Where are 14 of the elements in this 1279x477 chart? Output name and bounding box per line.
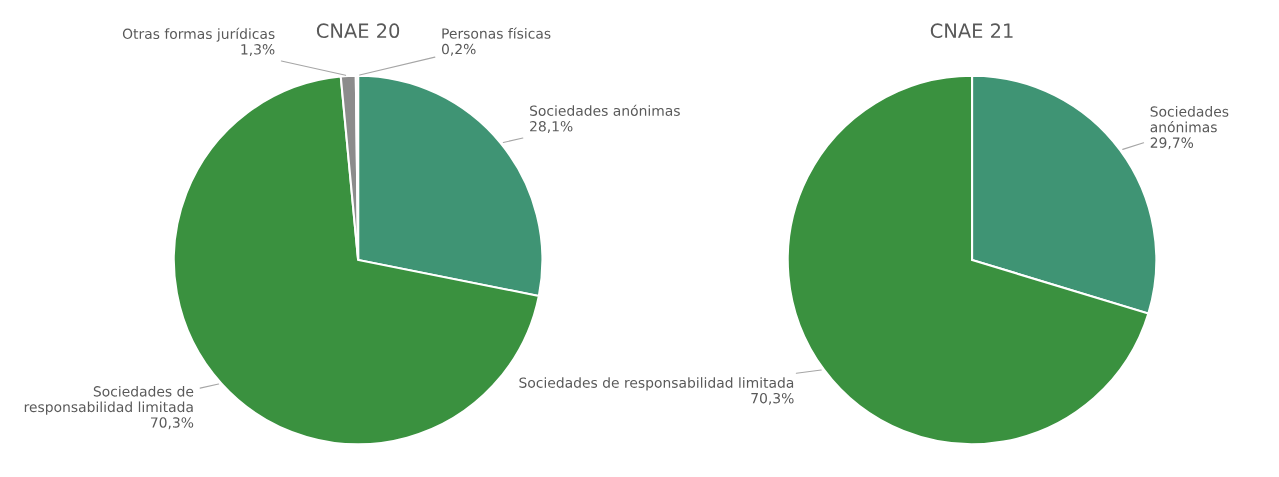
data-label: 29,7% [1150, 137, 1194, 150]
data-label: 0,2% [441, 43, 476, 56]
data-label: 70,3% [751, 392, 794, 405]
data-label: 70,3% [150, 417, 194, 430]
slice-label: Otras formas jurídicas [122, 27, 275, 42]
data-label: 28,1% [530, 120, 573, 133]
chart-title: CNAE 21 [930, 23, 1013, 39]
chart-title: CNAE 20 [316, 23, 400, 39]
data-label: 1,3% [241, 44, 275, 56]
slice-label: Sociedades anónimas [1150, 106, 1229, 133]
slice-label: Personas físicas [442, 27, 551, 39]
slice-label: Sociedades anónimas [530, 104, 680, 116]
slice-label: Sociedades de responsabilidad limitada [519, 377, 794, 391]
slice-label: Sociedades de responsabilidad limitada [24, 385, 194, 415]
